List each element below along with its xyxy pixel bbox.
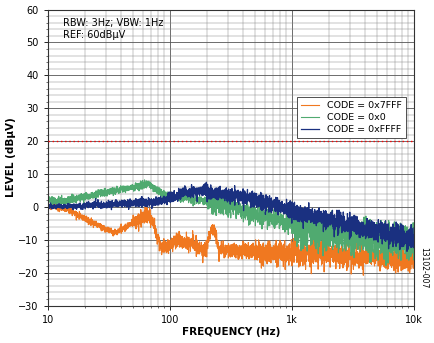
CODE = 0x7FFF xyxy=(360,273,365,277)
Line: CODE = 0x0: CODE = 0x0 xyxy=(48,180,413,265)
X-axis label: FREQUENCY (Hz): FREQUENCY (Hz) xyxy=(181,328,279,338)
CODE = 0x7FFF xyxy=(45,204,50,208)
CODE = 0x0 xyxy=(108,190,114,194)
CODE = 0xFFFF xyxy=(201,189,206,193)
CODE = 0x0 xyxy=(141,178,147,182)
CODE = 0x0 xyxy=(411,248,416,252)
CODE = 0xFFFF xyxy=(108,204,114,209)
CODE = 0xFFFF xyxy=(403,241,408,246)
Line: CODE = 0xFFFF: CODE = 0xFFFF xyxy=(48,182,413,251)
CODE = 0x0 xyxy=(185,199,191,203)
CODE = 0x7FFF xyxy=(364,250,369,254)
CODE = 0x0 xyxy=(364,235,369,239)
CODE = 0xFFFF xyxy=(45,204,50,209)
Legend: CODE = 0x7FFF, CODE = 0x0, CODE = 0xFFFF: CODE = 0x7FFF, CODE = 0x0, CODE = 0xFFFF xyxy=(296,97,404,138)
CODE = 0x0 xyxy=(87,192,92,196)
CODE = 0x7FFF xyxy=(52,201,57,205)
CODE = 0xFFFF xyxy=(87,205,92,209)
CODE = 0xFFFF xyxy=(404,249,409,253)
CODE = 0xFFFF xyxy=(203,180,208,184)
CODE = 0x7FFF xyxy=(411,257,416,261)
CODE = 0xFFFF xyxy=(411,226,416,230)
CODE = 0x7FFF xyxy=(87,220,92,224)
CODE = 0xFFFF xyxy=(185,193,191,197)
CODE = 0x0 xyxy=(404,225,409,229)
Y-axis label: LEVEL (dBμV): LEVEL (dBμV) xyxy=(6,118,16,198)
CODE = 0xFFFF xyxy=(364,226,369,230)
CODE = 0x7FFF xyxy=(185,244,191,248)
CODE = 0x7FFF xyxy=(108,229,114,234)
Text: 13102-007: 13102-007 xyxy=(418,247,427,288)
Text: RBW: 3Hz; VBW: 1Hz
REF: 60dBμV: RBW: 3Hz; VBW: 1Hz REF: 60dBμV xyxy=(62,19,162,40)
CODE = 0x7FFF xyxy=(404,251,409,256)
CODE = 0x0 xyxy=(382,263,388,268)
CODE = 0x7FFF xyxy=(201,251,207,255)
CODE = 0x0 xyxy=(45,196,50,200)
Line: CODE = 0x7FFF: CODE = 0x7FFF xyxy=(48,203,413,275)
CODE = 0x0 xyxy=(201,199,207,203)
